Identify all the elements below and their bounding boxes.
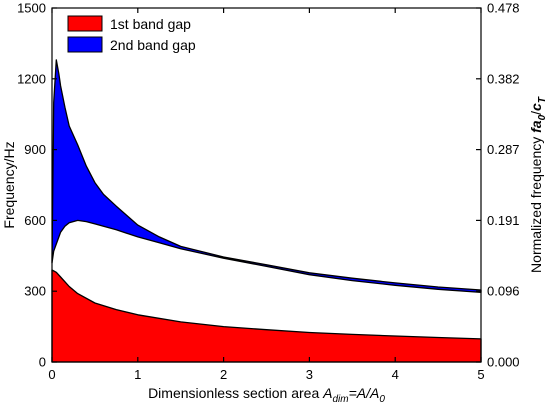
y2-title-slash: /: [528, 111, 544, 115]
y2-axis-ticks: 0.000 0.096 0.191 0.287 0.382 0.478: [476, 1, 520, 370]
y2-title-subT: T: [537, 96, 547, 103]
legend-swatch-2: [67, 36, 103, 53]
band-gap-areas: [51, 59, 482, 363]
legend-swatch-1: [67, 15, 103, 32]
x-title-prefix: Dimensionless section area: [148, 385, 323, 401]
y2-tick-label: 0.191: [487, 213, 520, 228]
y2-title-fa: fa: [528, 120, 544, 133]
plot-frame: [51, 7, 482, 363]
y-tick-label: 1200: [17, 71, 46, 86]
y2-tick-label: 0.287: [487, 142, 520, 157]
x-title-sub: dim: [333, 394, 349, 405]
band-gap-area-2: [51, 59, 482, 294]
y2-tick-label: 0.096: [487, 284, 520, 299]
y-tick-label: 0: [39, 355, 46, 370]
x-tick-label: 5: [477, 367, 484, 382]
band-gap-area-1: [51, 269, 482, 363]
y2-axis-title: Normalized frequency fa0/cT: [528, 96, 547, 273]
y2-title-prefix: Normalized frequency: [528, 133, 544, 273]
y2-tick-label: 0.478: [487, 1, 520, 16]
y2-tick-label: 0.000: [487, 355, 520, 370]
legend-label-1: 1st band gap: [110, 16, 191, 32]
y-tick-label: 600: [24, 213, 46, 228]
x-title-sub2: 0: [379, 394, 385, 405]
x-axis-title: Dimensionless section area Adim=A/A0: [148, 385, 385, 405]
y-tick-label: 300: [24, 284, 46, 299]
x-tick-label: 2: [220, 367, 227, 382]
y2-title-c: c: [528, 103, 544, 111]
legend: 1st band gap 2nd band gap: [67, 15, 196, 53]
x-tick-label: 3: [306, 367, 313, 382]
x-title-mid: =A/A: [349, 385, 380, 401]
legend-label-2: 2nd band gap: [110, 37, 196, 53]
x-title-var: A: [322, 385, 332, 401]
y2-tick-label: 0.382: [487, 71, 520, 86]
y-axis-ticks: 0 300 600 900 1200 1500: [17, 1, 57, 370]
y-tick-label: 1500: [17, 1, 46, 16]
y-tick-label: 900: [24, 142, 46, 157]
x-tick-label: 4: [392, 367, 399, 382]
x-tick-label: 0: [48, 367, 55, 382]
x-axis-ticks: 0 1 2 3 4 5: [48, 8, 485, 382]
y2-title-sub0: 0: [537, 114, 547, 120]
y-axis-title: Frequency/Hz: [1, 141, 17, 228]
x-tick-label: 1: [134, 367, 141, 382]
